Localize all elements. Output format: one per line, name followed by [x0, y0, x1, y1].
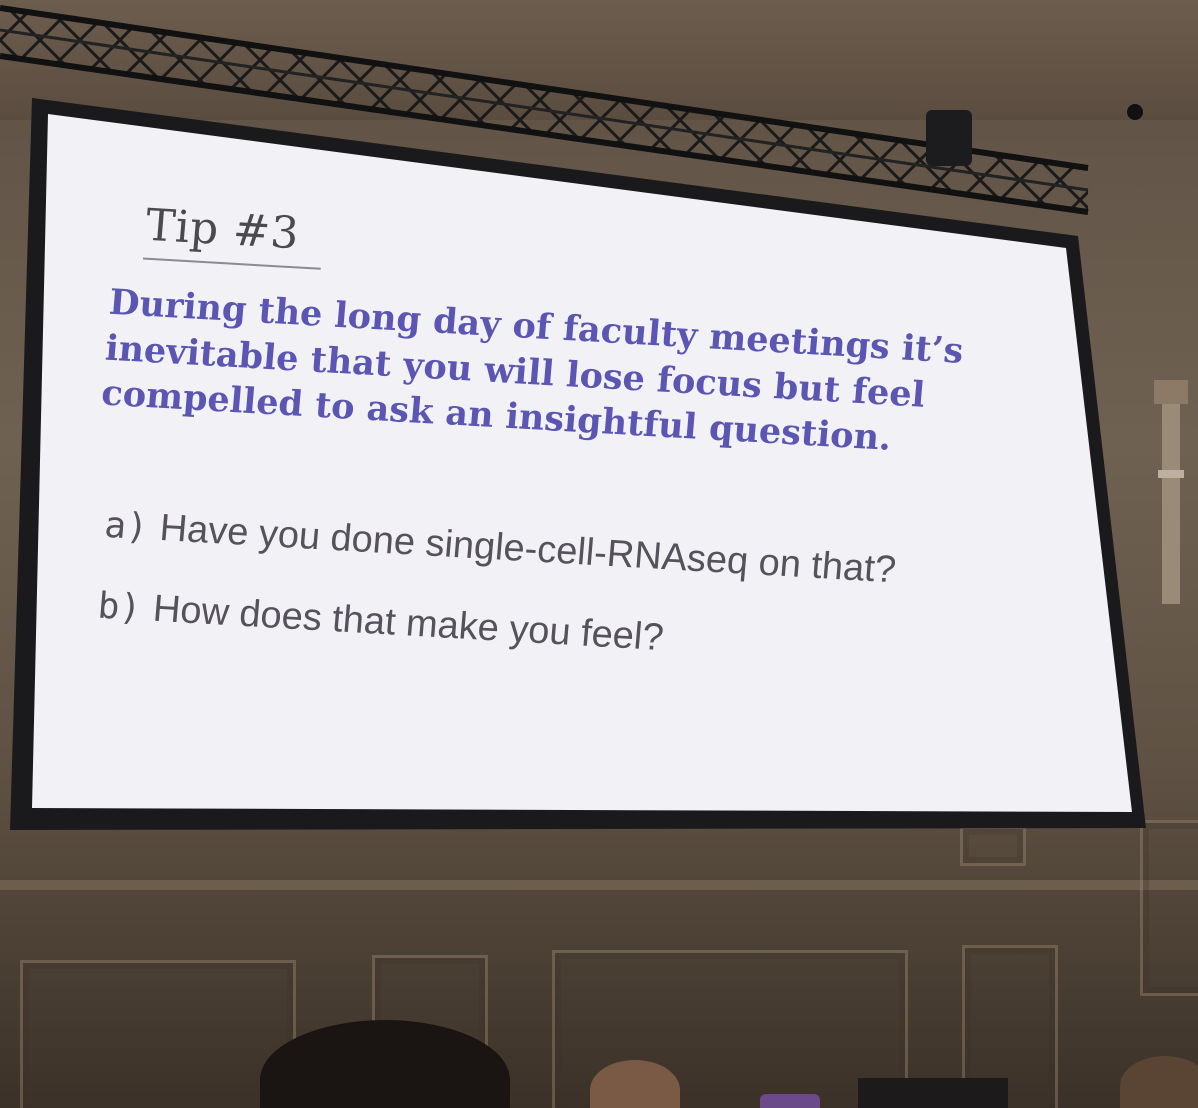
- option-text: Have you done single-cell-RNAseq on that…: [158, 507, 898, 592]
- slide-title: Tip #3: [143, 199, 302, 260]
- option-marker: a): [102, 504, 150, 549]
- option-text: How does that make you feel?: [151, 587, 666, 660]
- stage-light: [926, 110, 972, 166]
- slide-options: a) Have you done single-cell-RNAseq on th…: [93, 504, 1065, 721]
- option-b: b) How does that make you feel?: [96, 585, 1058, 683]
- slide-body: During the long day of faculty meetings …: [100, 280, 1010, 468]
- projection-screen: [10, 98, 1146, 830]
- wall-panel: [1140, 820, 1198, 996]
- option-a: a) Have you done single-cell-RNAseq on th…: [103, 504, 1065, 602]
- wall-sconce: [1154, 380, 1188, 604]
- audience-head: [1120, 1056, 1198, 1108]
- audience-item: [760, 1094, 820, 1108]
- wall-panel: [552, 950, 908, 1108]
- wall-trim-upper: [0, 880, 1198, 890]
- title-underline: [142, 257, 321, 270]
- option-marker: b): [96, 585, 143, 629]
- audience-head: [590, 1060, 680, 1108]
- slide: Tip #3 During the long day of faculty me…: [74, 198, 1076, 772]
- ceiling-truss: [0, 5, 1143, 215]
- wall-panel: [962, 945, 1058, 1108]
- audience-item: [858, 1078, 1008, 1108]
- ceiling-light: [1127, 104, 1143, 120]
- audience-head: [260, 1020, 510, 1108]
- wall-panel: [20, 960, 296, 1108]
